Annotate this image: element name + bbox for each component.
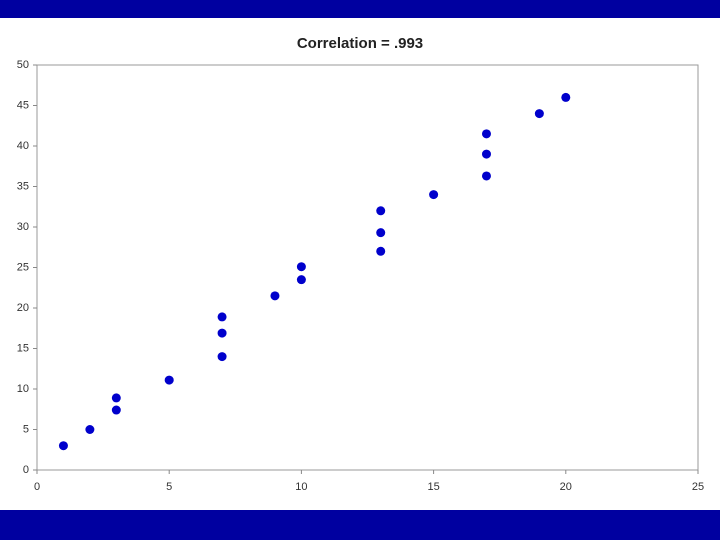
plot-area — [36, 64, 699, 471]
y-tick-label: 20 — [17, 302, 29, 314]
point — [111, 405, 121, 415]
point — [376, 228, 386, 238]
point — [534, 109, 544, 119]
x-tick-label: 10 — [295, 481, 307, 493]
y-tick-label: 0 — [23, 464, 29, 476]
point — [217, 312, 227, 322]
point — [217, 328, 227, 338]
y-tick-label: 50 — [17, 59, 29, 71]
top-bar — [0, 0, 720, 18]
point — [296, 275, 306, 285]
point — [58, 441, 68, 451]
y-tick-label: 25 — [17, 261, 29, 273]
point — [164, 375, 174, 385]
point — [217, 352, 227, 362]
point — [481, 171, 491, 181]
point — [376, 206, 386, 216]
x-tick-label: 25 — [692, 481, 704, 493]
y-tick-label: 35 — [17, 180, 29, 192]
point — [561, 92, 571, 102]
y-tick-label: 40 — [17, 140, 29, 152]
y-tick-label: 15 — [17, 342, 29, 354]
point — [481, 149, 491, 159]
y-tick-label: 30 — [17, 221, 29, 233]
point — [270, 291, 280, 301]
x-tick-label: 20 — [560, 481, 572, 493]
point — [376, 246, 386, 256]
bottom-bar — [0, 510, 720, 540]
y-tick-label: 10 — [17, 383, 29, 395]
x-tick-label: 5 — [166, 481, 172, 493]
x-tick-label: 0 — [34, 481, 40, 493]
chart-title: Correlation = .993 — [297, 35, 423, 52]
point — [481, 129, 491, 139]
x-tick-label: 15 — [427, 481, 439, 493]
point — [85, 425, 95, 434]
y-tick-label: 45 — [17, 99, 29, 111]
y-tick-label: 5 — [23, 423, 29, 435]
point — [296, 262, 306, 272]
point — [111, 393, 121, 403]
point — [429, 190, 439, 200]
